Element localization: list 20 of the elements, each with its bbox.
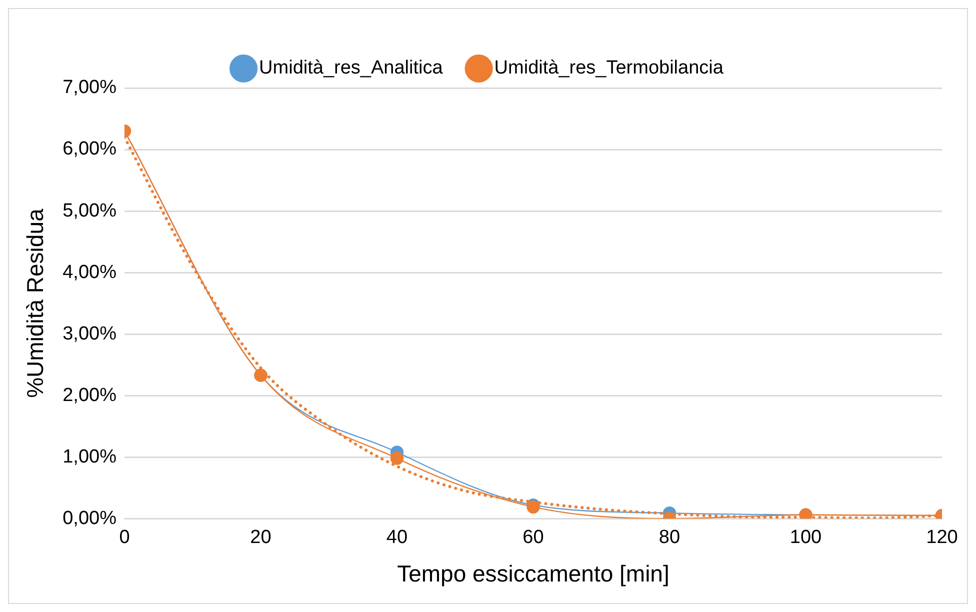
y-tick-label: 1,00%: [62, 446, 117, 468]
y-tick-label: 0,00%: [62, 508, 117, 529]
point: [390, 452, 404, 465]
x-tick-label: 60: [522, 527, 544, 548]
x-tick-label: 100: [790, 527, 822, 548]
y-tick-label: 4,00%: [62, 262, 117, 283]
y-axis-title: %Umidità Residua: [22, 208, 48, 398]
y-tick-label: 6,00%: [62, 138, 117, 160]
y-tick-label: 7,00%: [62, 77, 117, 98]
legend-label: Umidità_res_Termobilancia: [494, 58, 724, 79]
x-tick-label: 40: [386, 527, 408, 548]
x-tick-label: 120: [926, 527, 958, 548]
y-tick-label: 2,00%: [62, 384, 117, 406]
x-axis-title: Tempo essiccamento [min]: [397, 560, 670, 587]
x-tick-label: 0: [119, 527, 130, 548]
y-tick-label: 5,00%: [62, 200, 117, 222]
x-tick-label: 80: [658, 527, 680, 548]
legend-label: Umidità_res_Analitica: [259, 58, 444, 79]
y-tick-label: 3,00%: [62, 323, 117, 344]
x-tick-label: 20: [250, 527, 272, 548]
